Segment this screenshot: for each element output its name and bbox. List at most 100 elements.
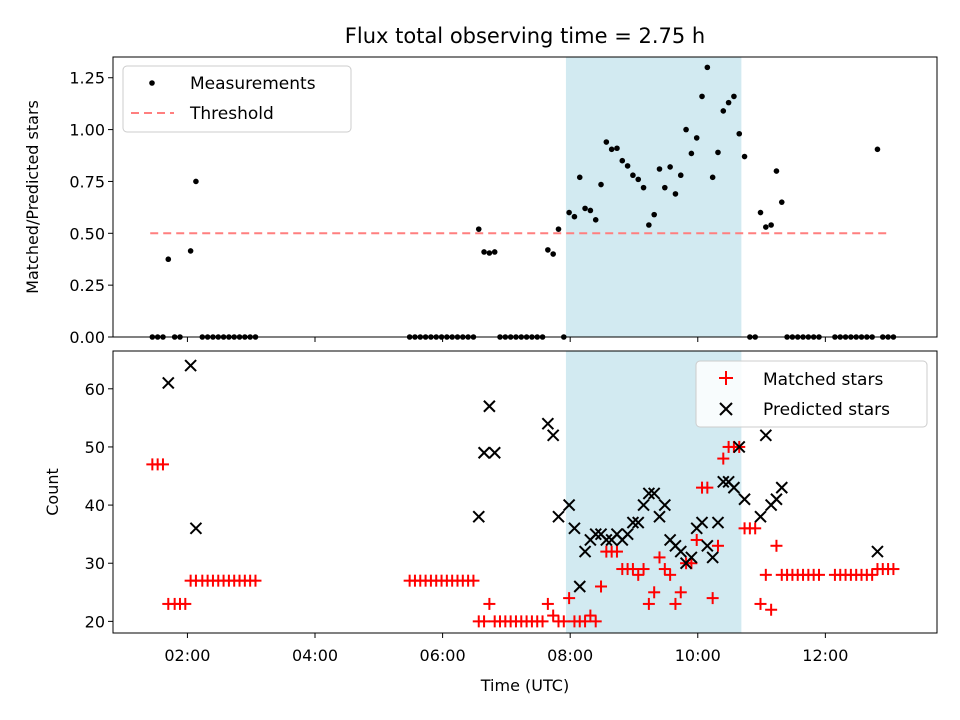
top-y-tick-label: 0.25	[69, 276, 105, 295]
predicted-star-point	[626, 516, 640, 529]
legend-threshold-label: Threshold	[189, 104, 274, 124]
matched-star-point	[541, 597, 554, 610]
measurement-point	[582, 205, 588, 212]
predicted-star-point	[573, 580, 586, 593]
top-axis-ticks: 0.00 0.25 0.50 0.75 1.00 1.25	[69, 69, 826, 347]
matched-star-point	[626, 563, 639, 576]
predicted-star-point	[674, 545, 687, 558]
matched-star-point	[770, 539, 783, 552]
x-tick-label: 10:00	[675, 646, 721, 665]
legend-measurements-label: Measurements	[190, 74, 316, 94]
bottom-plot-frame	[112, 350, 938, 634]
measurement-point	[709, 174, 716, 181]
matched-star-point	[706, 592, 719, 605]
measurement-point	[688, 150, 695, 157]
predicted-star-point	[562, 498, 576, 512]
x-tick-label: 04:00	[292, 646, 338, 665]
measurement-point	[778, 199, 785, 205]
measurement-point	[608, 146, 615, 153]
top-shaded-region	[565, 57, 742, 337]
measurement-point	[736, 130, 743, 137]
measurement-point	[704, 64, 711, 71]
measurement-point	[667, 164, 673, 170]
measurement-point	[630, 172, 636, 179]
bottom-y-tick-label: 60	[85, 380, 105, 399]
measurement-point	[773, 168, 780, 174]
matched-star-point	[557, 615, 570, 628]
matched-star-point	[664, 568, 677, 581]
predicted-star-point	[738, 493, 751, 506]
bottom-y-tick-label: 20	[85, 612, 105, 631]
predicted-star-point	[600, 533, 613, 547]
matched-star-point	[478, 615, 491, 628]
matched-star-point	[887, 563, 900, 576]
matched-star-point	[759, 568, 772, 581]
predicted-star-point	[483, 400, 496, 413]
bottom-data-layer	[146, 359, 900, 628]
matched-star-point	[669, 597, 682, 610]
predicted-star-point	[621, 527, 634, 541]
measurement-point	[576, 174, 583, 181]
bottom-axis-ticks: 20 30 40 50 60 02:00 04:00 06:00 08:00 10:00 12:00	[85, 380, 849, 665]
matched-star-point	[249, 574, 262, 587]
matched-star-point	[648, 586, 661, 599]
predicted-star-point	[754, 510, 767, 523]
measurement-point	[656, 166, 663, 172]
measurement-point	[651, 211, 657, 218]
measurement-point	[640, 184, 647, 191]
matched-star-point	[589, 615, 602, 628]
bottom-legend: Matched stars Predicted stars	[695, 360, 928, 428]
matched-star-point	[866, 568, 879, 581]
measurement-point	[603, 139, 610, 145]
measurement-point	[683, 126, 689, 133]
measurement-point	[693, 135, 700, 141]
matched-star-point	[563, 592, 576, 605]
predicted-star-point	[775, 481, 788, 494]
top-legend-box	[122, 65, 352, 133]
top-legend: Measurements Threshold	[122, 65, 352, 133]
predicted-star-point	[642, 487, 656, 500]
measurement-point	[741, 153, 748, 160]
x-tick-label: 06:00	[420, 646, 466, 665]
measurement-point	[757, 209, 764, 216]
measurement-point	[768, 222, 774, 228]
bottom-panel: 20 30 40 50 60 02:00 04:00 06:00 08:00 10:00 12:00…	[43, 350, 938, 695]
matched-star-point	[467, 574, 480, 587]
measurement-point	[550, 251, 556, 257]
predicted-star-point	[472, 510, 485, 523]
matched-star-point	[642, 597, 655, 610]
measurement-point	[193, 178, 199, 185]
top-y-tick-label: 0.00	[69, 328, 105, 347]
predicted-star-point	[871, 545, 884, 558]
matched-star-point	[547, 609, 560, 622]
measurement-point	[720, 108, 727, 114]
measurement-point	[571, 213, 578, 220]
measurement-point	[598, 181, 604, 188]
matched-star-point	[595, 580, 608, 593]
predicted-star-point	[637, 498, 650, 512]
matched-star-point	[156, 458, 169, 471]
measurement-point	[486, 250, 493, 256]
top-y-tick-label: 0.50	[69, 224, 105, 243]
predicted-star-point	[578, 545, 592, 558]
measurement-point	[475, 226, 482, 232]
predicted-star-point	[653, 510, 666, 523]
x-tick-label: 12:00	[802, 646, 848, 665]
predicted-star-point	[162, 376, 175, 390]
bottom-legend-box	[695, 360, 928, 428]
measurement-point	[677, 172, 684, 179]
matched-star-point	[717, 452, 730, 465]
matched-star-point	[584, 609, 597, 622]
predicted-star-point	[589, 527, 602, 541]
legend-predicted-label: Predicted stars	[763, 400, 890, 420]
measurement-point	[731, 93, 737, 100]
predicted-star-point	[770, 493, 783, 506]
measurement-point	[725, 99, 732, 106]
predicted-star-point	[647, 487, 661, 500]
predicted-star-point	[189, 522, 203, 535]
matched-star-point	[658, 563, 671, 576]
top-y-tick-label: 0.75	[69, 172, 105, 191]
x-tick-label: 08:00	[547, 646, 593, 665]
matched-star-point	[754, 597, 767, 610]
